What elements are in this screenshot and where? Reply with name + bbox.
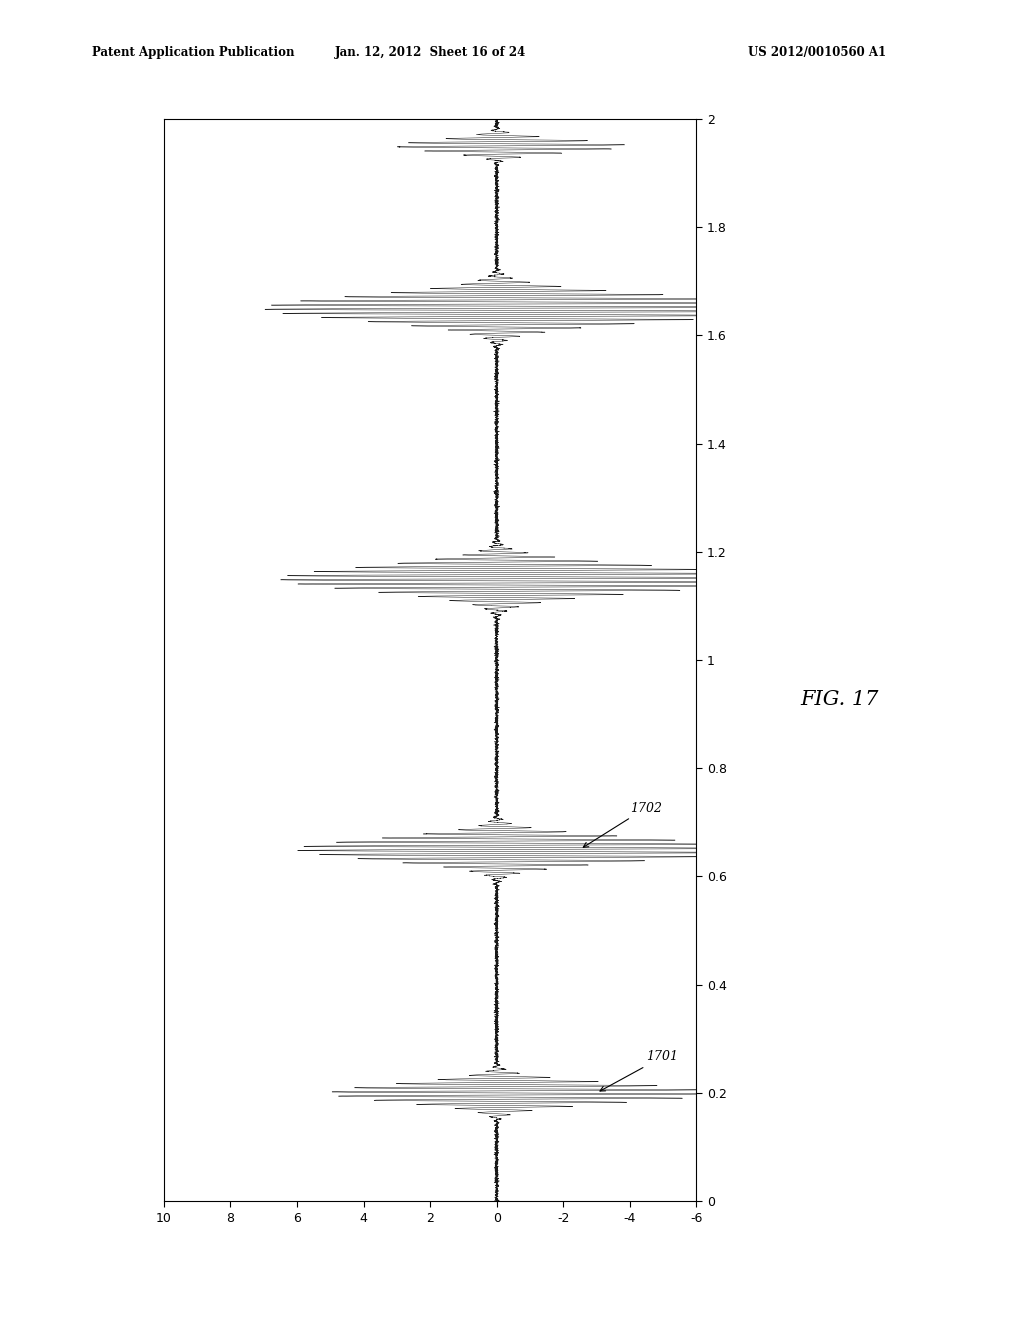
Text: FIG. 17: FIG. 17	[801, 690, 879, 709]
Text: 1702: 1702	[584, 801, 662, 847]
Text: Jan. 12, 2012  Sheet 16 of 24: Jan. 12, 2012 Sheet 16 of 24	[335, 46, 525, 59]
Text: 1701: 1701	[600, 1051, 678, 1092]
Text: US 2012/0010560 A1: US 2012/0010560 A1	[748, 46, 886, 59]
Text: Patent Application Publication: Patent Application Publication	[92, 46, 295, 59]
